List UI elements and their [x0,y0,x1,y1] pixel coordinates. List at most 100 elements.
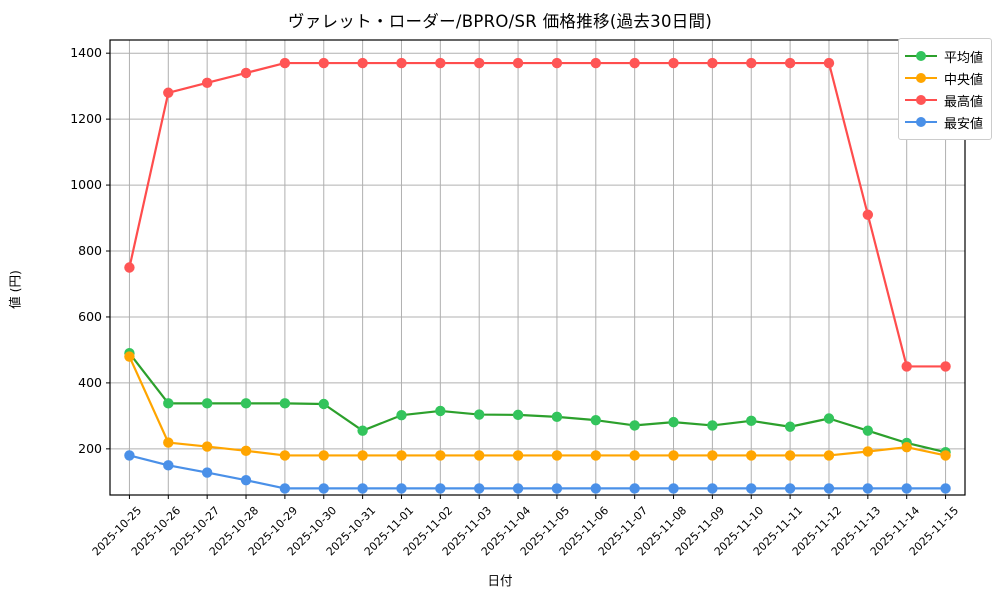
data-point-marker [435,450,446,461]
data-point-marker [279,483,291,494]
data-point-marker [474,409,485,420]
series-line [128,61,947,368]
y-tick-label: 1200 [70,111,102,127]
data-point-marker [551,57,563,69]
data-point-marker [707,483,718,494]
legend-label: 平均値 [943,50,983,66]
data-point-marker [163,437,174,448]
data-point-marker [201,77,213,89]
data-point-marker [901,483,912,494]
data-point-marker [124,450,135,461]
legend-label: 最安値 [943,116,983,132]
data-point-marker [784,421,796,432]
y-tick-label: 800 [78,243,102,258]
data-point-marker [668,450,679,461]
series-4 [124,450,951,494]
data-point-marker [590,414,601,426]
data-point-marker [318,450,329,461]
data-point-marker [474,483,485,494]
series-1 [124,348,951,458]
data-point-marker [862,209,874,220]
data-point-marker [512,450,524,461]
data-point-marker [823,57,835,69]
data-point-marker [318,398,329,410]
data-point-marker [551,483,563,494]
data-point-marker [746,483,757,494]
data-point-marker [435,57,446,69]
legend-item-1[interactable]: 平均値 [904,45,983,67]
y-tick-label: 1000 [70,177,102,193]
axes-frame [109,39,966,496]
data-point-marker [901,441,912,453]
data-point-marker [707,420,718,431]
data-point-marker [590,450,601,461]
data-point-marker [940,483,951,494]
data-point-marker [668,57,679,69]
data-point-marker [435,483,446,494]
legend-item-2[interactable]: 中央値 [904,67,983,89]
y-tick-label: 1400 [70,45,102,61]
legend-item-3[interactable]: 最高値 [904,89,983,111]
data-point-marker [629,483,640,494]
data-point-marker [512,57,524,69]
data-point-marker [279,398,291,409]
data-point-marker [551,450,563,461]
data-point-marker [124,262,135,273]
y-tick-label: 200 [78,440,102,456]
data-point-marker [357,57,368,69]
data-point-marker [590,483,601,494]
data-point-marker [784,57,796,69]
data-point-marker [279,57,291,69]
data-point-marker [629,57,640,69]
data-point-marker [668,416,679,428]
data-point-marker [357,450,368,461]
data-point-marker [551,411,563,423]
x-axis-label: 日付 [487,573,513,588]
data-point-marker [823,413,835,424]
data-point-marker [201,398,213,409]
data-point-marker [435,405,446,417]
data-point-marker [396,450,407,461]
data-point-marker [862,446,874,457]
data-point-marker [124,351,135,362]
legend-swatch-icon [904,71,937,85]
data-point-marker [629,420,640,431]
data-point-marker [707,450,718,461]
legend-swatch-icon [904,93,937,107]
chart-legend: 平均値 中央値最高値最安値 [897,38,992,140]
data-point-marker [707,57,718,69]
data-point-marker [629,450,640,461]
data-point-marker [357,483,368,494]
series-line [128,352,947,454]
chart-title: ヴァレット・ローダー/BPRO/SR 価格推移(過去30日間) [287,12,713,31]
data-point-marker [396,410,407,421]
data-point-marker [823,483,835,494]
data-point-marker [318,57,329,69]
data-point-marker [784,450,796,461]
data-point-marker [512,409,524,421]
data-point-marker [396,57,407,69]
data-point-marker [318,483,329,494]
data-point-marker [240,445,252,457]
legend-item-4[interactable]: 最安値 [904,111,983,133]
series-line [128,355,947,457]
series-line [128,454,947,490]
data-point-marker [240,398,252,409]
data-point-marker [940,361,951,372]
data-point-marker [746,57,757,69]
data-point-marker [784,483,796,494]
data-point-marker [823,450,835,461]
data-point-marker [474,57,485,69]
data-point-marker [746,450,757,461]
data-point-marker [940,450,951,461]
data-point-marker [862,425,874,436]
legend-swatch-icon [904,115,937,129]
data-point-marker [474,450,485,461]
data-point-marker [668,483,679,494]
data-point-marker [279,450,291,461]
y-tick-label: 600 [78,308,102,324]
series-2 [124,351,951,461]
legend-label: 最高値 [943,94,983,110]
